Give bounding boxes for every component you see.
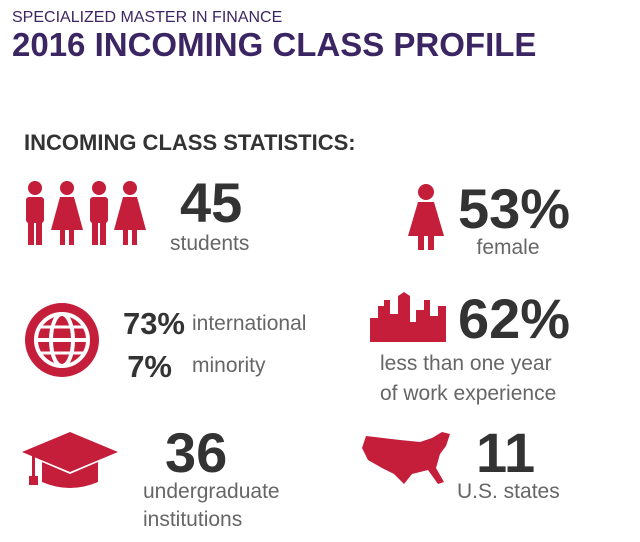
kicker: SPECIALIZED MASTER IN FINANCE (12, 9, 282, 26)
globe-icon (25, 303, 99, 377)
stat-value: 73% (123, 306, 185, 341)
stat-value: 11 (476, 421, 535, 484)
stat-label: minority (192, 354, 266, 377)
stat-label: less than one year (380, 352, 552, 375)
us-map-icon (362, 432, 450, 484)
grad-cap-icon (22, 432, 118, 488)
stat-label: institutions (143, 508, 242, 531)
female-icon (408, 184, 444, 250)
stat-value: 36 (165, 421, 227, 484)
stat-value: 45 (180, 171, 242, 234)
stat-label: female (476, 236, 539, 259)
stat-label: undergraduate (143, 480, 280, 503)
skyline-icon (370, 292, 446, 342)
stat-label: of work experience (380, 382, 556, 405)
stat-value: 62% (458, 287, 570, 350)
stat-value: 7% (127, 349, 172, 384)
stat-value: 53% (458, 177, 570, 240)
title: 2016 INCOMING CLASS PROFILE (12, 26, 536, 63)
section-title: INCOMING CLASS STATISTICS: (24, 130, 356, 155)
stat-label: students (170, 232, 249, 255)
stat-label: U.S. states (457, 480, 560, 503)
people-icon (26, 181, 146, 245)
stat-label: international (192, 312, 306, 335)
